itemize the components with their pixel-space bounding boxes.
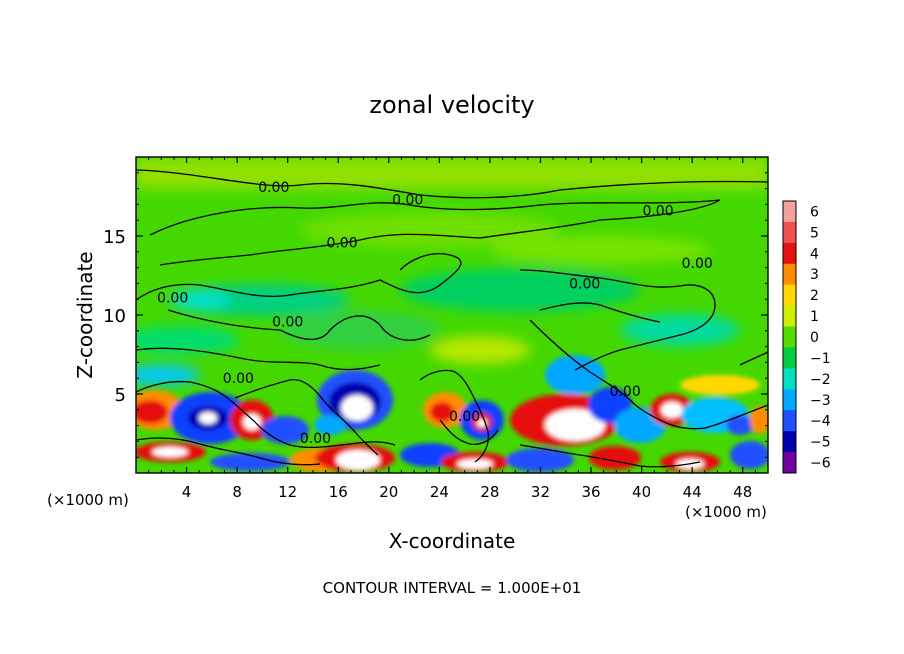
colorbar-segment (783, 284, 796, 307)
colorbar-segment (783, 201, 796, 223)
x-tick-label: 48 (733, 483, 752, 501)
colorbar-label: 4 (810, 246, 819, 262)
colorbar-segment (783, 326, 796, 348)
contour-label: 0.00 (300, 431, 331, 447)
axis-ticks (136, 157, 768, 473)
contour-label: 0.00 (258, 180, 289, 196)
colorbar-labels: 6 5 4 3 2 1 0 −1 −2 −3 −4 −5 −6 (810, 204, 831, 471)
colorbar-label: −3 (810, 393, 831, 409)
colorbar-label: 0 (810, 330, 819, 346)
colorbar-segment (783, 242, 796, 265)
colorbar-label: −5 (810, 435, 831, 451)
colorbar (782, 200, 797, 474)
contour-label: 0.00 (157, 291, 188, 307)
contour-label: 0.00 (569, 276, 600, 292)
colorbar-label: −2 (810, 372, 831, 388)
y-tick-label: 5 (115, 385, 126, 406)
colorbar-label: 6 (810, 204, 819, 220)
y-tick-label: 15 (103, 227, 126, 248)
contour-labels: 0.00 0.00 0.00 0.00 0.00 0.00 0.00 0.00 0.00 0.00… (157, 180, 713, 447)
chart-title: zonal velocity (369, 91, 534, 119)
contour-label: 0.00 (326, 235, 357, 251)
contour-label: 0.00 (272, 314, 303, 330)
colorbar-segment (783, 347, 796, 369)
colorbar-label: 1 (810, 309, 819, 325)
contour-lines (136, 169, 768, 468)
x-tick-label: 28 (480, 483, 499, 501)
x-tick-label: 20 (379, 483, 398, 501)
colorbar-label: −6 (810, 456, 831, 472)
colorbar-label: −1 (810, 351, 831, 367)
colorbar-segment (783, 452, 796, 474)
x-tick-label: 24 (430, 483, 449, 501)
contour-label: 0.00 (642, 204, 673, 220)
x-tick-label: 12 (278, 483, 297, 501)
y-axis-label: Z-coordinate (73, 251, 97, 378)
colorbar-frame (782, 200, 797, 474)
contour-label: 0.00 (449, 409, 480, 425)
field-strong-patches (136, 355, 768, 472)
y-tick-labels: 5 10 15 (103, 227, 126, 406)
colorbar-label: −4 (810, 414, 831, 430)
plot-area: 0.00 0.00 0.00 0.00 0.00 0.00 0.00 0.00 0.00 0.00… (136, 157, 768, 473)
contour-label: 0.00 (223, 371, 254, 387)
colorbar-label: 2 (810, 288, 819, 304)
colorbar-segment (783, 263, 796, 286)
x-tick-label: 4 (182, 483, 192, 501)
x-tick-label: 8 (232, 483, 242, 501)
x-unit-label-left: (×1000 m) (47, 491, 129, 509)
contour-label: 0.00 (392, 193, 423, 209)
colorbar-segment (783, 305, 796, 328)
x-tick-label: 36 (581, 483, 600, 501)
colorbar-label: 5 (810, 225, 819, 241)
x-unit-label-right: (×1000 m) (685, 503, 767, 521)
x-tick-labels: 4 8 12 16 20 24 28 32 36 40 44 48 (182, 483, 752, 501)
x-tick-label: 44 (683, 483, 702, 501)
colorbar-label: 3 (810, 267, 819, 283)
colorbar-segment (783, 431, 796, 453)
contour-label: 0.00 (682, 256, 713, 272)
contour-interval-note: CONTOUR INTERVAL = 1.000E+01 (323, 579, 582, 597)
y-tick-label: 10 (103, 306, 126, 327)
x-tick-label: 32 (531, 483, 550, 501)
colorbar-segment (783, 410, 796, 432)
colorbar-segment (783, 368, 796, 390)
x-tick-label: 40 (632, 483, 651, 501)
x-axis-label: X-coordinate (389, 529, 516, 553)
colorbar-segment (783, 389, 796, 411)
x-tick-label: 16 (329, 483, 348, 501)
contour-label: 0.00 (610, 384, 641, 400)
colorbar-segment (783, 221, 796, 244)
